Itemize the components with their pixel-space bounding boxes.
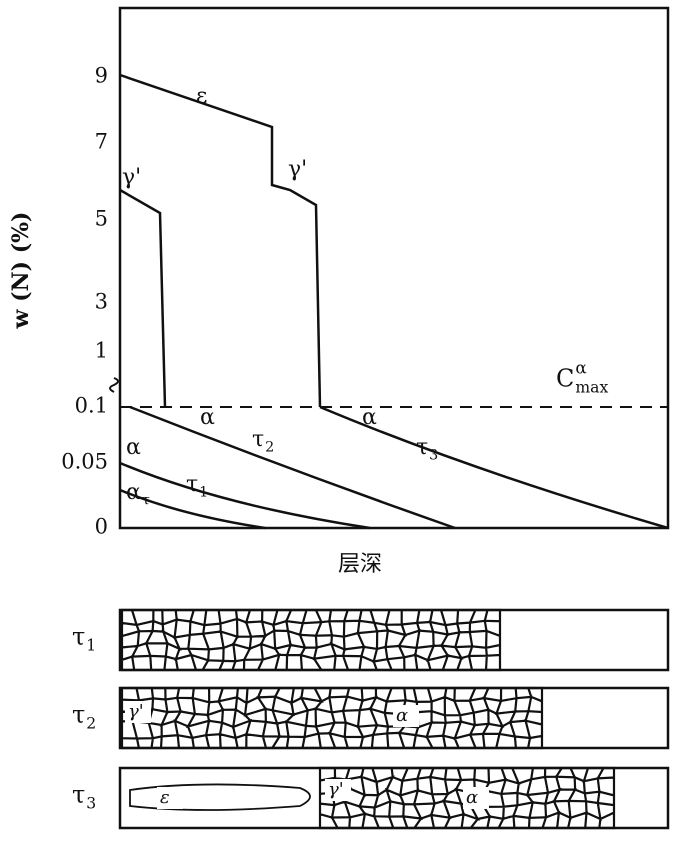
label-sub: 2 [265, 440, 274, 456]
y-tick-label: 3 [95, 290, 108, 314]
phase-bg [463, 787, 489, 809]
label: τ [72, 781, 85, 809]
label-sub: max [575, 378, 608, 396]
y-tick-label: 0.05 [61, 450, 108, 474]
y-tick-label: 0.1 [75, 394, 108, 418]
tau3-curve [319, 405, 669, 530]
gamma-curve [119, 188, 167, 408]
label: ε [196, 84, 207, 109]
label: α [200, 405, 215, 430]
label: γ' [288, 157, 307, 182]
label-sub: 3 [429, 448, 438, 464]
plot-box [118, 6, 670, 530]
phase-bg [393, 705, 419, 727]
label-sup: α [575, 358, 586, 378]
tau1-curve [119, 488, 266, 530]
x-label: 层深 [338, 552, 382, 577]
epsilon-curve [119, 73, 322, 408]
label: α [126, 480, 141, 505]
label: τ [186, 472, 198, 497]
tau1b-curve [119, 461, 371, 530]
label: γ' [122, 165, 141, 190]
y-tick-label: 5 [95, 207, 108, 231]
grains [318, 766, 616, 830]
phase-bg [325, 779, 351, 801]
y-tick-label: 7 [95, 130, 108, 154]
label: α [126, 435, 141, 460]
panel-box [118, 608, 670, 672]
label: τ [416, 435, 428, 460]
plot-frame [109, 6, 670, 530]
label-sub: 2 [86, 714, 96, 732]
y-tick-label: 0 [95, 515, 108, 539]
y-tick-label: 9 [95, 64, 108, 88]
y-tick-label: 1 [95, 339, 108, 363]
label: C [556, 365, 574, 393]
axis-break [109, 377, 119, 393]
label: α [362, 405, 377, 430]
tau2-curve [129, 405, 456, 530]
grains [120, 686, 544, 750]
epsilon-layer [129, 783, 311, 811]
grains [120, 608, 502, 672]
label-sub: 1 [86, 636, 96, 654]
phase-label: α [466, 787, 478, 808]
label-sub: 3 [86, 794, 96, 812]
phase-label: ε [160, 787, 170, 808]
label-sub: 1 [199, 485, 208, 501]
phase-label: γ' [128, 701, 144, 722]
phase-label: γ' [328, 779, 344, 800]
phase-label: α [396, 705, 408, 726]
phase-bg [125, 701, 151, 723]
y-label: w (N) (%) [8, 212, 34, 330]
label: τ [252, 427, 264, 452]
label: τ [72, 623, 85, 651]
label: τ [72, 701, 85, 729]
phase-bg [157, 787, 183, 809]
label-sub: τ [142, 493, 150, 509]
